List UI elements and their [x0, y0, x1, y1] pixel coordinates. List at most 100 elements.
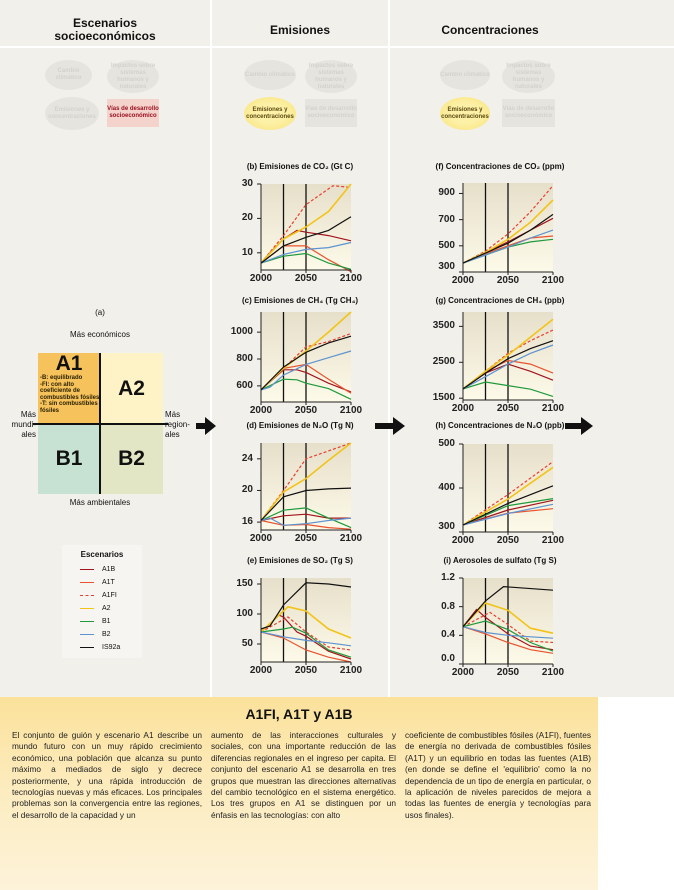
series-line-b1 [462, 620, 554, 652]
x-tick-label: 2100 [541, 667, 565, 678]
y-tick-label: 400 [438, 482, 455, 493]
y-tick-label: 1000 [230, 326, 253, 338]
chart-plot [257, 442, 352, 533]
y-tick-label: 0.8 [441, 600, 455, 612]
y-tick-label: 2500 [432, 356, 455, 368]
arrow-right-icon [375, 417, 405, 435]
y-tick-label: 30 [241, 178, 253, 189]
node-climate-change: Cambio climático [45, 60, 92, 90]
series-line-b1 [462, 498, 554, 526]
node-development: Vías de desarrollo socioeconómico [305, 99, 357, 127]
chart-title: (h) Concentraciones de N₂O (ppb) [435, 421, 565, 430]
y-tick-label: 10 [241, 246, 253, 258]
axis-label-environmental: Más ambientales [69, 498, 131, 507]
quadrant-horizontal-axis [33, 423, 168, 425]
column-title-emissions: Emisiones [269, 23, 331, 37]
chart-title: (d) Emisiones de N₂O (Tg N) [246, 421, 354, 430]
y-tick-label: 20 [241, 212, 253, 224]
series-line-a1fi [260, 616, 352, 651]
description-column-2: aumento de las interacciones culturales … [211, 730, 396, 820]
legend-title: Escenarios [80, 550, 124, 559]
legend-swatch [80, 581, 94, 583]
quadrant-b2: B2 [100, 424, 163, 494]
series-line-is92a [260, 487, 352, 521]
y-tick-label: 1.2 [441, 572, 455, 583]
x-tick-label: 2100 [541, 275, 565, 286]
legend-item: A1FI [80, 590, 117, 600]
series-line-b2 [462, 229, 554, 264]
axis-label-economic: Más económicos [69, 330, 131, 339]
x-tick-label: 2050 [294, 405, 318, 416]
y-tick-label: 50 [241, 638, 253, 649]
series-line-a1fi [260, 185, 352, 264]
x-tick-label: 2000 [249, 665, 273, 676]
description-title: A1FI, A1T y A1B [245, 706, 353, 722]
x-tick-label: 2100 [541, 535, 565, 546]
y-tick-label: 600 [236, 379, 253, 391]
legend-swatch [80, 607, 94, 609]
series-line-b1 [260, 626, 352, 658]
y-tick-label: 300 [438, 261, 455, 272]
legend-swatch [80, 633, 94, 635]
series-line-a1b [462, 499, 554, 526]
legend-label: A1FI [102, 591, 117, 599]
series-line-a1fi [462, 611, 554, 644]
node-impacts: Impactos sobre sistemas humanos y natura… [502, 60, 555, 93]
legend-label: B1 [102, 617, 111, 625]
series-line-a2 [462, 602, 554, 634]
quadrant-b1-label: B1 [55, 447, 83, 470]
panel-label-a: (a) [95, 308, 105, 317]
y-tick-label: 500 [438, 239, 455, 251]
series-line-a1b [260, 369, 352, 393]
series-line-a1t [260, 519, 352, 530]
x-tick-label: 2000 [249, 533, 273, 544]
description-column-1: El conjunto de guión y escenario A1 desc… [12, 730, 202, 820]
series-line-a1fi [462, 461, 554, 526]
y-tick-label: 800 [236, 353, 253, 364]
a1-note: -T: sin combustibles fósiles [40, 401, 98, 414]
quadrant-a1: A1 [38, 353, 100, 424]
legend-item: A1T [80, 577, 115, 587]
node-development-highlighted: Vías de desarrollo socioeconómico [107, 99, 159, 127]
plot-area [459, 183, 554, 275]
series-line-b2 [260, 241, 352, 264]
y-tick-label: 900 [438, 187, 455, 199]
x-tick-label: 2100 [339, 533, 363, 544]
legend-label: A1T [102, 578, 115, 586]
series-line-b1 [260, 378, 352, 400]
x-tick-label: 2000 [451, 667, 475, 678]
node-climate-change: Cambio climático [244, 60, 296, 90]
column-divider [388, 0, 390, 697]
figure-panel: Escenarios socioeconómicos Emisiones Con… [0, 0, 674, 697]
plot-area [257, 311, 352, 405]
y-tick-label: 700 [438, 213, 455, 225]
legend-swatch [80, 568, 94, 570]
x-tick-label: 2000 [451, 275, 475, 286]
series-line-a2 [260, 442, 352, 521]
x-tick-label: 2050 [496, 403, 520, 414]
column-divider [210, 0, 212, 697]
plot-area [257, 578, 352, 665]
y-tick-label: 100 [236, 608, 253, 619]
node-emissions-highlighted: Emisiones y concentraciones [244, 97, 296, 130]
series-line-is92a [462, 340, 554, 390]
node-emissions-highlighted: Emisiones y concentraciones [440, 97, 490, 130]
quadrant-b2-label: B2 [118, 447, 145, 470]
y-tick-label: 20 [241, 484, 253, 496]
header-divider [0, 46, 674, 48]
y-tick-label: 300 [438, 521, 455, 532]
series-line-b2 [462, 626, 554, 639]
node-climate-change: Cambio climático [440, 60, 490, 90]
plot-area [459, 312, 554, 403]
y-tick-label: 0.4 [441, 629, 455, 641]
x-tick-label: 2100 [541, 403, 565, 414]
series-line-a1fi [462, 329, 554, 390]
x-tick-label: 2100 [339, 405, 363, 416]
chart-plot [257, 311, 352, 405]
series-line-a2 [462, 318, 554, 390]
a1-note: -B: equilibrado [40, 375, 83, 381]
y-tick-label: 500 [438, 438, 455, 449]
x-tick-label: 2050 [496, 667, 520, 678]
chart-title: (c) Emisiones de CH₄ (Tg CH₄) [241, 296, 359, 305]
series-line-b2 [462, 503, 554, 526]
